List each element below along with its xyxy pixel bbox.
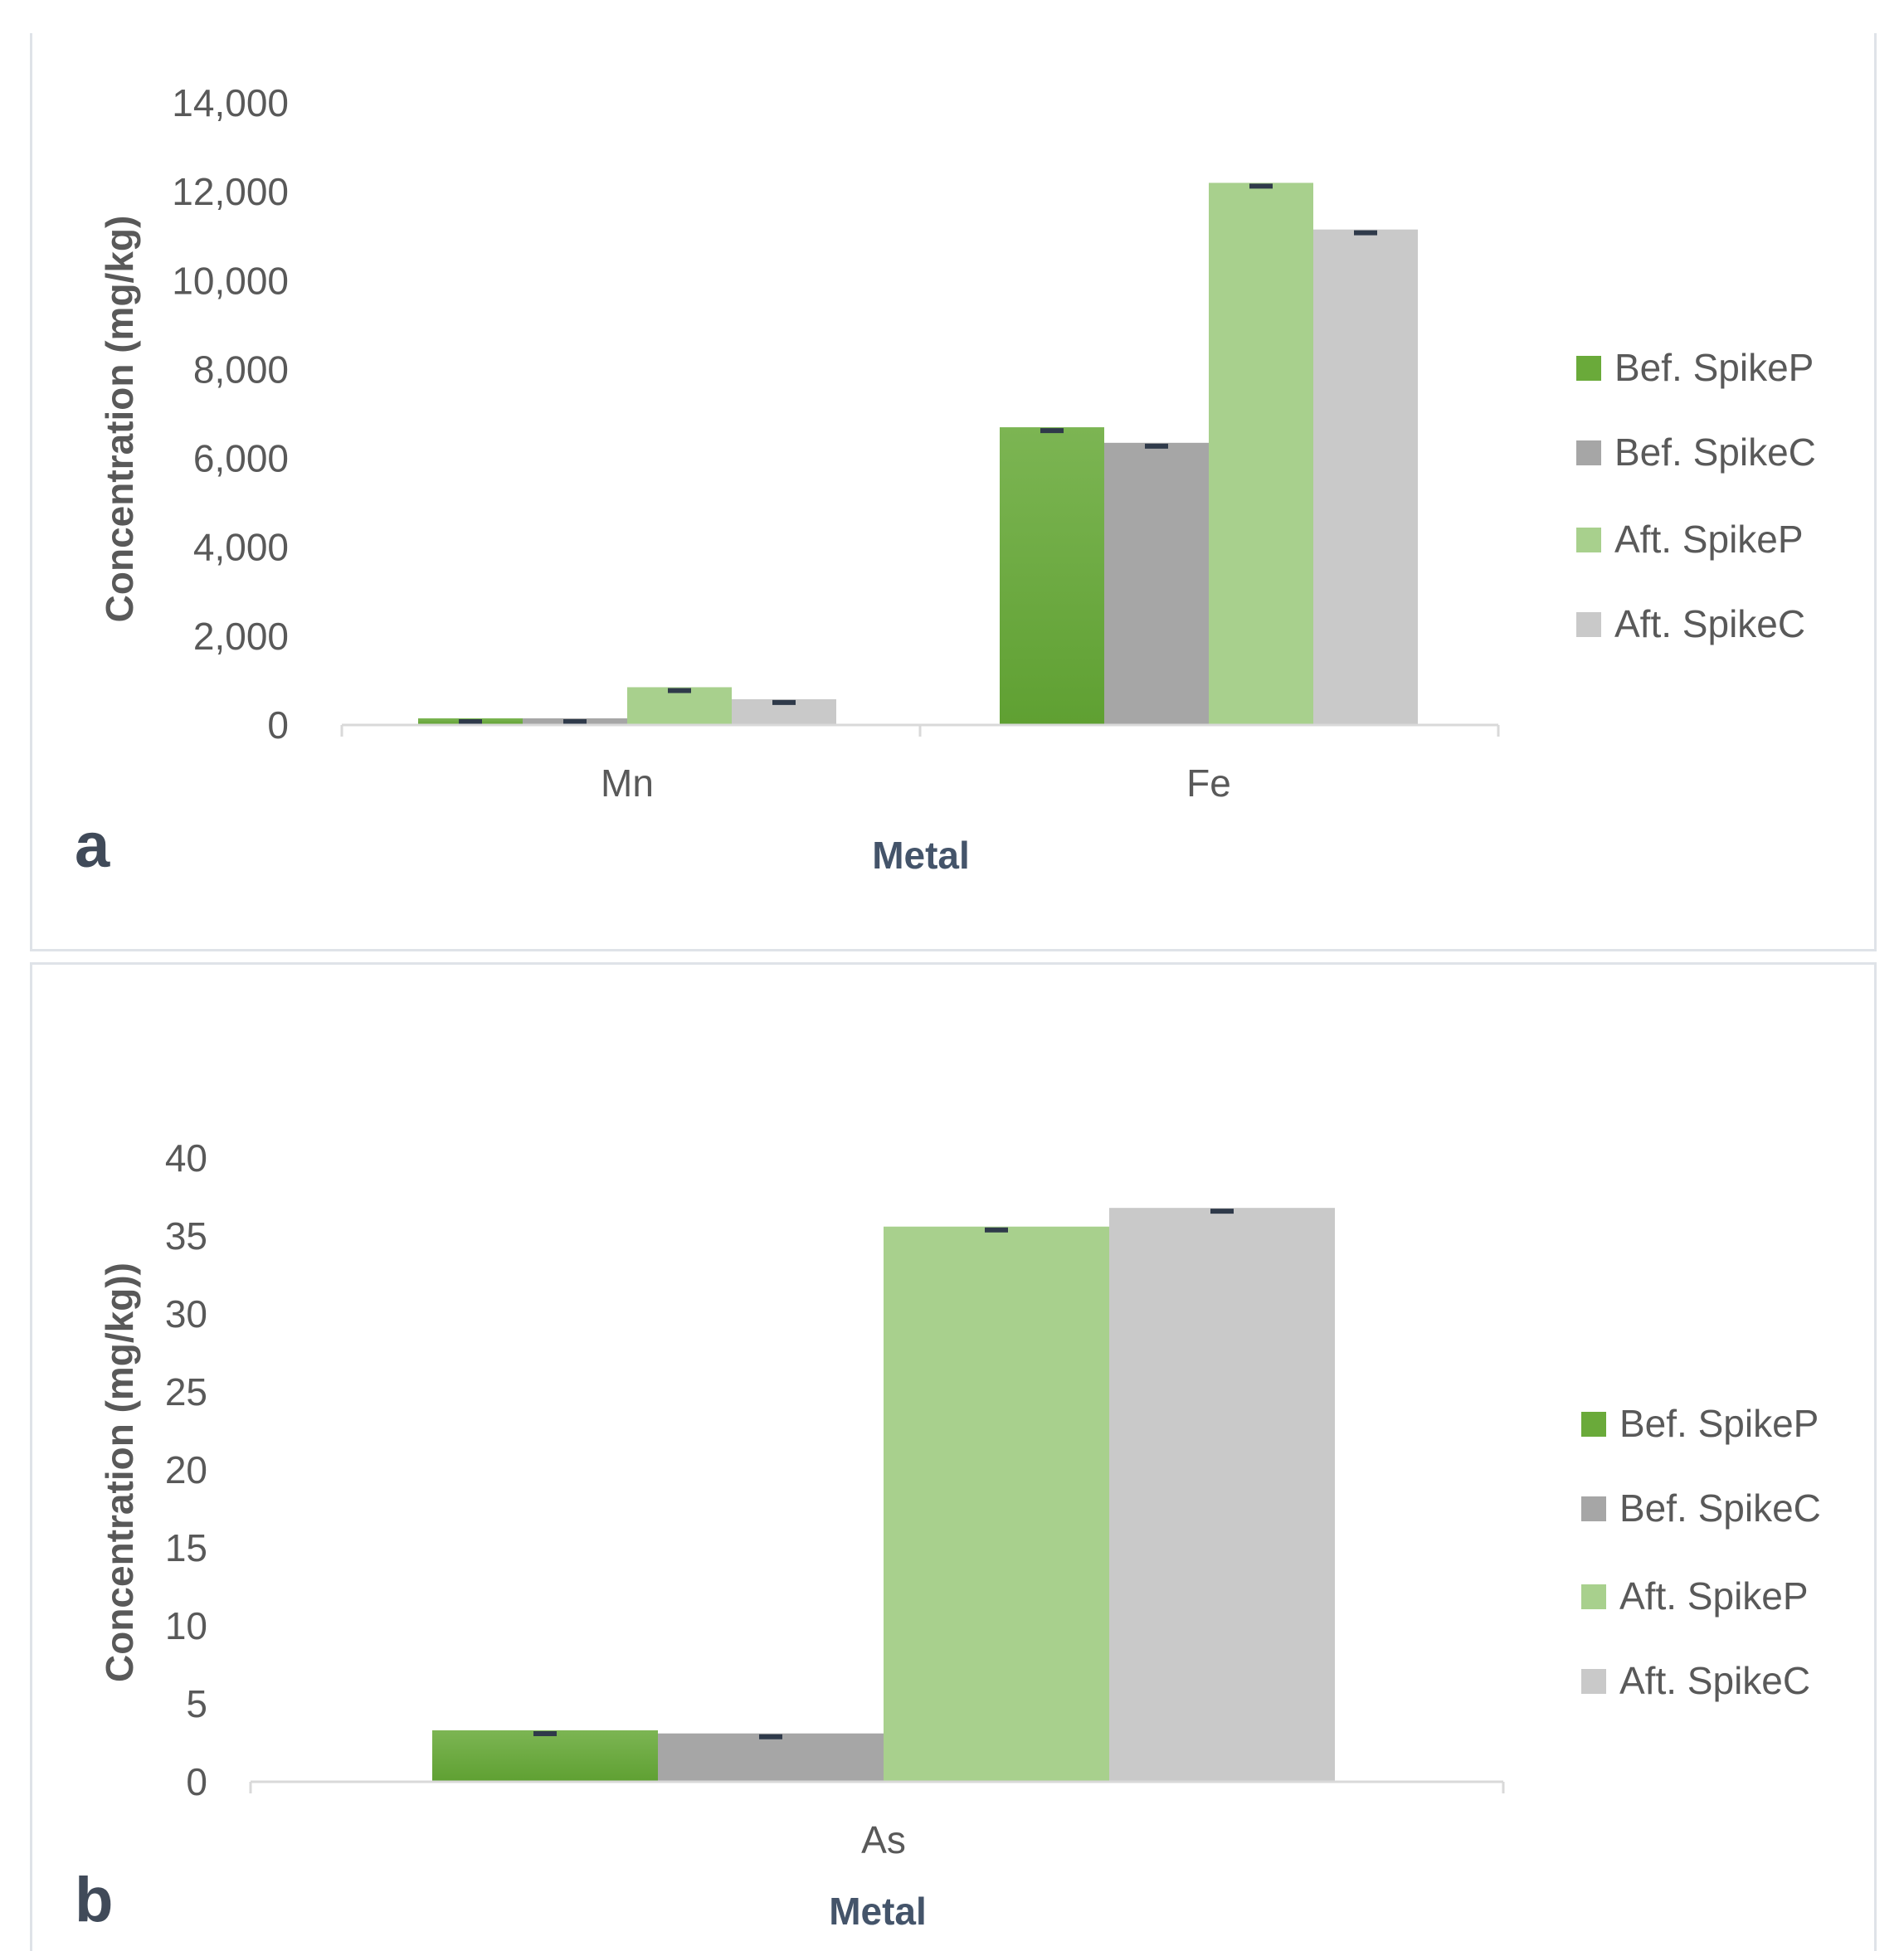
- legend-swatch: [1576, 612, 1601, 637]
- legend-label: Bef. SpikeC: [1614, 431, 1816, 474]
- x-tick-label: As: [861, 1818, 906, 1861]
- legend-label: Aft. SpikeC: [1614, 602, 1805, 645]
- legend-label: Aft. SpikeC: [1619, 1659, 1810, 1702]
- y-tick-label: 8,000: [193, 348, 289, 391]
- y-tick-label: 14,000: [172, 81, 289, 124]
- y-tick-label: 10: [165, 1604, 207, 1647]
- panel-label: a: [75, 810, 110, 881]
- y-tick-label: 2,000: [193, 615, 289, 658]
- y-axis-label: Concentration (mg/kg): [98, 216, 141, 623]
- bar-bef-spikec-fe: [1104, 442, 1209, 725]
- y-tick-label: 6,000: [193, 437, 289, 480]
- chart-a-svg: Concentration (mg/kg) Metal a 0 2,000 4,00…: [75, 81, 1816, 881]
- legend-swatch: [1581, 1496, 1606, 1521]
- legend-label: Bef. SpikeP: [1619, 1402, 1819, 1445]
- bar-bef-spikep-fe: [1000, 427, 1104, 725]
- chart-panel-a: [30, 33, 1877, 951]
- bar-bef-spikec-as: [658, 1733, 884, 1782]
- bar-aft-spikep-fe: [1209, 182, 1313, 725]
- legend-swatch: [1576, 440, 1601, 465]
- legend-label: Bef. SpikeC: [1619, 1486, 1821, 1530]
- bar-aft-spikep-mn: [627, 687, 732, 725]
- y-tick-label: 0: [186, 1760, 207, 1803]
- panel-label: b: [75, 1865, 113, 1935]
- legend-swatch: [1581, 1412, 1606, 1437]
- y-tick-label: 0: [267, 703, 289, 747]
- bar-aft-spikep-as: [884, 1226, 1109, 1782]
- x-tick-label: Fe: [1186, 761, 1231, 805]
- y-tick-label: 15: [165, 1526, 207, 1569]
- legend-swatch: [1576, 356, 1601, 381]
- y-tick-label: 40: [165, 1136, 207, 1180]
- y-tick-label: 30: [165, 1292, 207, 1336]
- y-tick-label: 10,000: [172, 259, 289, 302]
- bar-bef-spikep-as: [432, 1730, 658, 1782]
- x-axis-label: Metal: [829, 1890, 927, 1933]
- legend-label: Aft. SpikeP: [1619, 1574, 1809, 1618]
- y-tick-label: 35: [165, 1214, 207, 1258]
- legend-swatch: [1576, 528, 1601, 552]
- y-tick-label: 4,000: [193, 526, 289, 569]
- y-tick-label: 5: [186, 1682, 207, 1725]
- legend-swatch: [1581, 1669, 1606, 1694]
- legend-label: Bef. SpikeP: [1614, 346, 1814, 389]
- legend-label: Aft. SpikeP: [1614, 518, 1804, 561]
- bar-aft-spikec-as: [1109, 1208, 1335, 1782]
- x-axis-label: Metal: [872, 834, 970, 877]
- bar-aft-spikec-fe: [1313, 229, 1418, 725]
- y-tick-label: 25: [165, 1370, 207, 1413]
- y-axis-label: Concentration (mg/kg)): [98, 1263, 141, 1682]
- legend-swatch: [1581, 1584, 1606, 1609]
- y-tick-label: 12,000: [172, 170, 289, 213]
- x-tick-label: Mn: [601, 761, 654, 805]
- y-tick-label: 20: [165, 1448, 207, 1491]
